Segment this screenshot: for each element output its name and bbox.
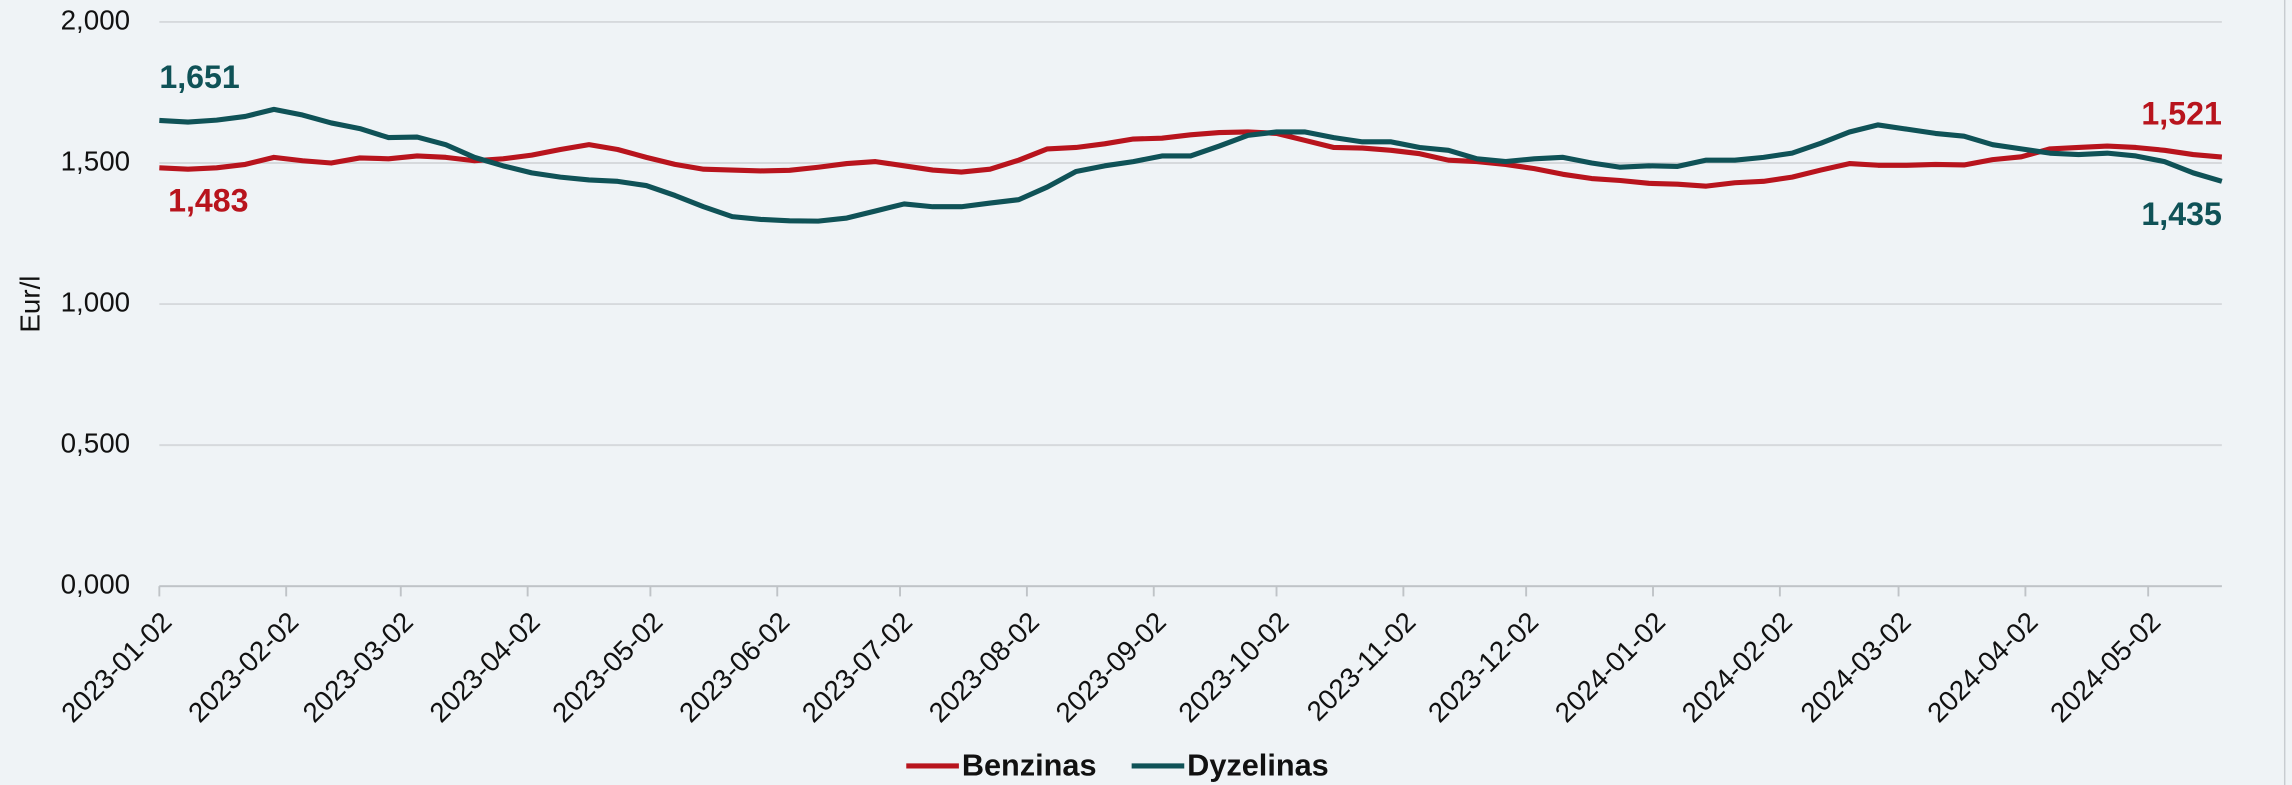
y-tick-label: 0,000 — [61, 569, 130, 600]
series-line — [159, 106, 2223, 224]
data-label: 1,521 — [2141, 96, 2221, 132]
series-line — [159, 129, 2223, 189]
data-label: 1,435 — [2141, 196, 2221, 232]
data-label: 1,483 — [168, 182, 248, 218]
y-tick-label: 0,500 — [61, 427, 130, 458]
y-tick-label: 2,000 — [61, 4, 130, 35]
legend-label: Dyzelinas — [1187, 748, 1329, 783]
y-axis-label: Eur/l — [14, 276, 45, 333]
y-tick-label: 1,000 — [61, 286, 130, 317]
y-tick-label: 1,500 — [61, 145, 130, 176]
legend-label: Benzinas — [962, 748, 1097, 783]
data-label: 1,651 — [159, 59, 239, 95]
